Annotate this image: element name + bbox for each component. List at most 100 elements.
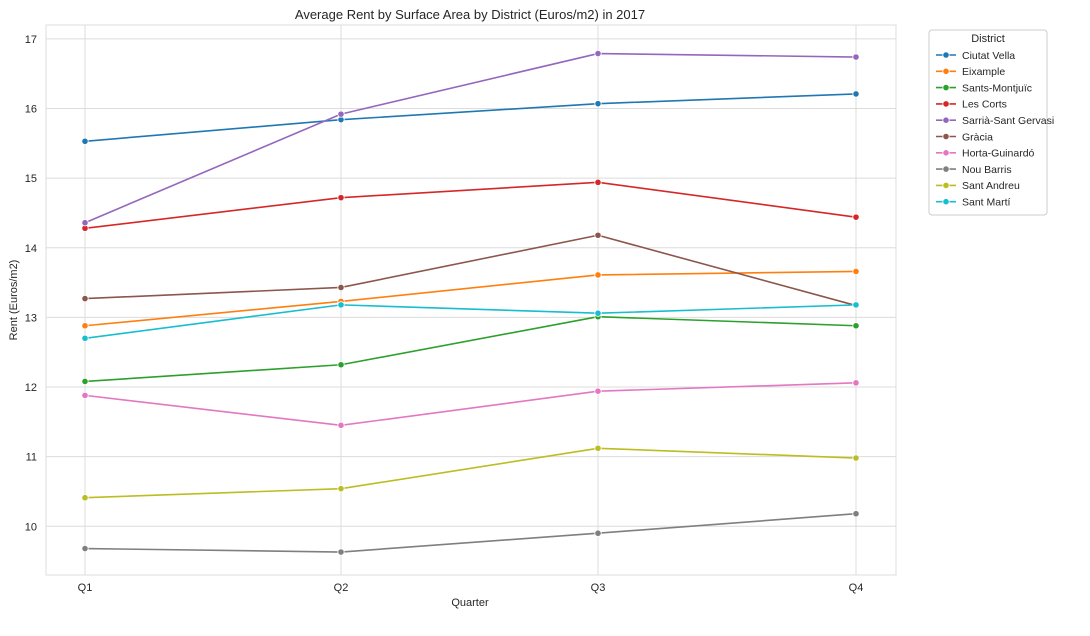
data-point [81,377,89,386]
series-group [81,444,860,502]
data-point [594,100,602,108]
series-line [84,304,857,340]
legend-label: Sarrià-Sant Gervasi [962,115,1054,127]
legend-item: Horta-Guinardó [936,148,1035,160]
series-group [81,49,860,227]
data-point [852,454,860,462]
series-layer [81,49,860,556]
legend-swatch-marker [942,84,950,92]
data-point [594,387,602,395]
y-tick-label: 10 [25,521,37,533]
series-line [84,447,857,499]
legend-label: Les Corts [962,99,1007,111]
x-tick-label: Q1 [78,582,93,594]
data-point [594,444,602,452]
legend: District Ciutat Vella Eixample Sants-Montj… [928,29,1054,216]
series-line [84,512,857,553]
legend-label: Sants-Montjuïc [962,82,1032,94]
data-point [852,379,860,387]
legend-label: Eixample [962,66,1005,78]
data-point [81,391,89,399]
legend-label: Horta-Guinardó [962,148,1035,160]
legend-label: Ciutat Vella [962,50,1015,62]
data-point [852,322,860,330]
legend-item: Gràcia [936,131,993,143]
data-point [337,421,345,429]
data-point [594,231,602,239]
series-line [84,93,857,143]
x-tick-label: Q2 [334,582,349,594]
y-axis-title: Rent (Euros/m2) [8,260,20,341]
legend-label: Nou Barris [962,164,1012,176]
data-point [594,271,602,279]
series-group [81,379,860,429]
data-point [337,194,345,202]
legend-item: Eixample [936,66,1005,78]
legend-item: Sant Martí [936,197,1011,209]
data-point [594,529,602,537]
x-tick-label: Q4 [849,582,864,594]
plot-frame [45,24,897,576]
legend-items: Ciutat Vella Eixample Sants-Montjuïc Les Co… [936,50,1054,209]
data-point [852,267,860,276]
data-point [337,301,345,309]
series-line [84,181,857,230]
legend-swatch-marker [942,51,950,59]
legend-item: Sarrià-Sant Gervasi [936,115,1054,127]
data-point [81,334,89,342]
y-tick-label: 12 [25,382,37,394]
y-tick-label: 16 [25,104,37,116]
data-point [81,295,89,303]
y-tick-label: 17 [25,34,37,46]
legend-item: Sant Andreu [936,180,1020,192]
y-tick-label: 13 [25,312,37,324]
legend-label: Sant Andreu [962,180,1020,192]
data-point [852,53,860,61]
legend-label: Sant Martí [962,197,1011,209]
legend-frame [928,29,1048,216]
legend-swatch-marker [942,149,950,157]
legend-label: Gràcia [962,131,993,143]
series-line [84,234,857,307]
data-point [594,178,602,186]
series-line [84,270,857,327]
legend-swatch-marker [942,116,950,124]
x-axis-title: Quarter [451,597,489,609]
tick-labels: 10 11 12 13 14 15 16 17 Q1 Q2 Q3 Q4 [25,34,864,594]
data-point [594,49,602,58]
legend-title: District [971,33,1005,45]
data-point [337,110,345,118]
legend-swatch-marker [942,165,950,173]
y-tick-label: 15 [25,173,37,185]
y-tick-label: 11 [26,452,37,464]
legend-item: Les Corts [936,99,1007,111]
data-point [337,548,345,556]
series-group [81,301,860,342]
y-tick-label: 14 [25,243,37,255]
legend-item: Ciutat Vella [936,50,1015,62]
data-point [337,361,345,369]
series-group [81,510,860,556]
legend-item: Nou Barris [936,164,1012,176]
x-tick-label: Q3 [591,582,606,594]
data-point [594,309,602,317]
legend-swatch-marker [942,198,950,206]
data-point [337,485,345,493]
legend-swatch-marker [942,100,950,108]
data-point [81,137,89,145]
series-line [84,315,857,383]
legend-swatch-marker [942,132,950,141]
data-point [81,544,89,553]
legend-swatch-marker [942,67,950,75]
series-line [84,382,857,427]
data-point [852,90,860,98]
legend-item: Sants-Montjuïc [936,82,1032,94]
series-line [84,52,857,224]
data-point [852,213,860,221]
data-point [81,322,89,330]
data-point [852,301,860,309]
data-point [81,494,89,502]
data-point [81,219,89,227]
